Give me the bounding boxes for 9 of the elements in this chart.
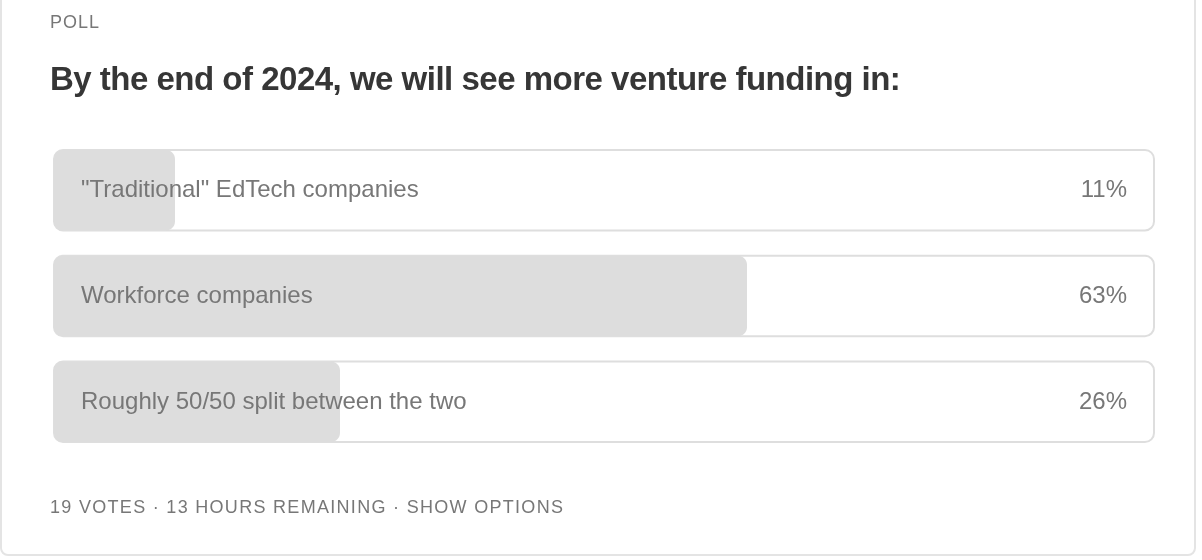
chart-title: By the end of 2024, we will see more venture funding in: <box>50 60 901 98</box>
text: 19 VOTES · 13 HOURS REMAINING · SHOW OPTIONS <box>50 497 565 518</box>
y-tick-label: Workforce companies <box>81 281 313 308</box>
data-label: 63% <box>1078 281 1127 308</box>
y-tick-label: Roughly 50/50 split between the two <box>81 386 467 414</box>
y-tick-label: "Traditional" EdTech companies <box>81 175 419 203</box>
chart-subtitle: POLL <box>50 12 101 33</box>
data-label: 26% <box>1078 386 1127 414</box>
data-label: 11% <box>1080 175 1127 203</box>
